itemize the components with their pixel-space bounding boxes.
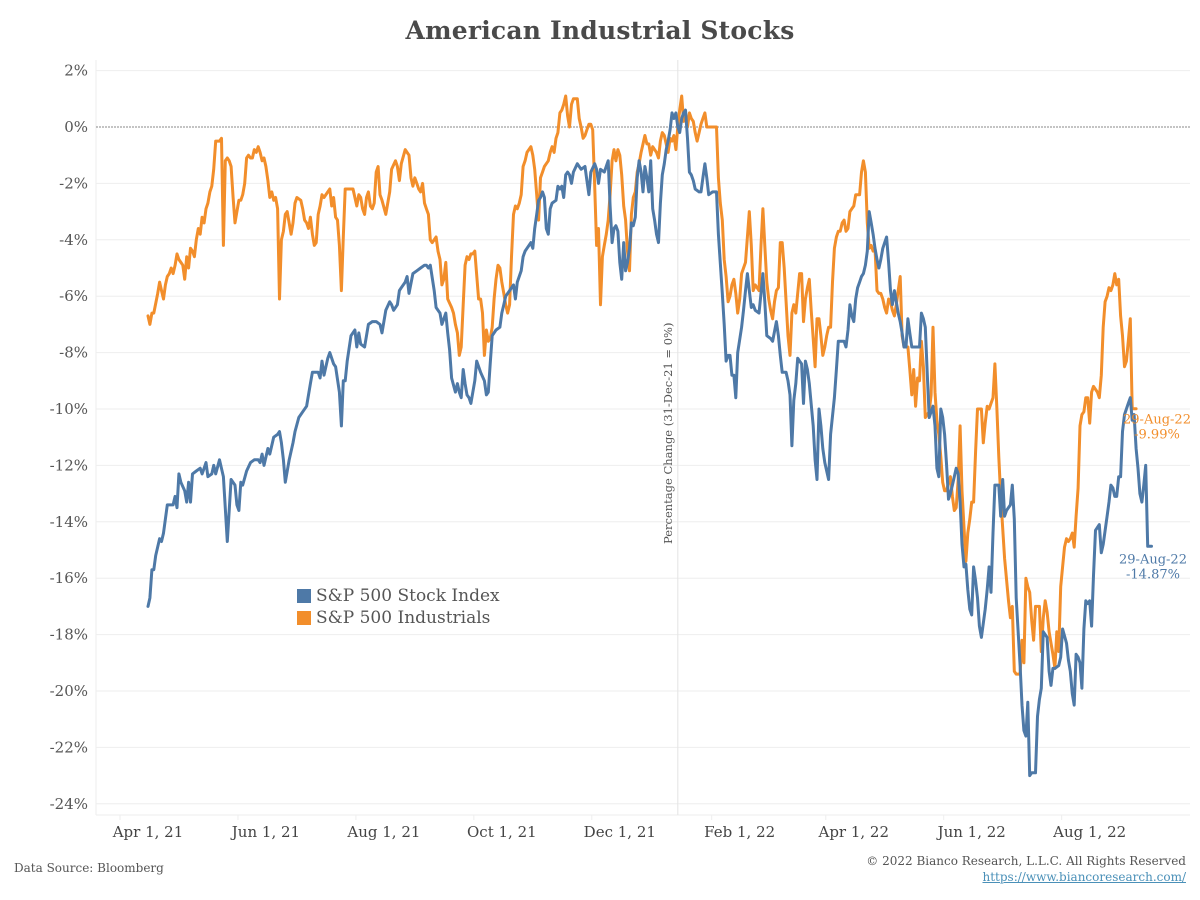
data-source-note: Data Source: Bloomberg: [14, 861, 164, 875]
x-tick-label: Jun 1, 22: [936, 823, 1006, 841]
copyright-text: © 2022 Bianco Research, L.L.C. All Right…: [866, 854, 1186, 868]
y-tick-label: -18%: [50, 626, 88, 644]
reference-line-group: Percentage Change (31-Dec-21 = 0%): [661, 60, 679, 815]
legend: S&P 500 Stock Index S&P 500 Industrials: [297, 585, 500, 629]
y-tick-label: -6%: [59, 287, 88, 305]
legend-item-industrials[interactable]: S&P 500 Industrials: [297, 607, 500, 629]
y-tick-label: -22%: [50, 738, 88, 756]
legend-item-sp500[interactable]: S&P 500 Stock Index: [297, 585, 500, 607]
end-label-industrials-date: 29-Aug-22: [1123, 413, 1191, 428]
x-tick-label: Oct 1, 21: [467, 823, 537, 841]
y-tick-label: 0%: [64, 118, 88, 136]
y-tick-label: -10%: [50, 400, 88, 418]
end-label-sp500-date: 29-Aug-22: [1119, 552, 1187, 567]
y-tick-label: -16%: [50, 569, 88, 587]
end-label-sp500-value: -14.87%: [1126, 567, 1180, 582]
x-tick-label: Jun 1, 21: [230, 823, 300, 841]
y-axis-title: Percentage Change (31-Dec-21 = 0%): [661, 323, 675, 544]
y-tick-label: -14%: [50, 513, 88, 531]
copyright-block: © 2022 Bianco Research, L.L.C. All Right…: [866, 853, 1186, 885]
y-tick-label: -4%: [59, 231, 88, 249]
x-tick-label: Apr 1, 21: [112, 823, 184, 841]
gridlines: [95, 60, 1190, 816]
axes: 2% 0% -2% -4% -6% -8% -10% -12% -14% -16% -18% -20%…: [50, 62, 1127, 841]
series-sp500-line: [146, 108, 1153, 778]
y-tick-label: -12%: [50, 456, 88, 474]
end-labels: 29-Aug-22-9.99%29-Aug-22-14.87%: [1119, 413, 1191, 583]
end-label-industrials-value: -9.99%: [1134, 428, 1180, 443]
x-tick-label: Apr 1, 22: [817, 823, 889, 841]
y-tick-label: -2%: [59, 174, 88, 192]
series-industrials-line: [146, 94, 1138, 676]
x-tick-label: Feb 1, 22: [704, 823, 775, 841]
y-tick-label: 2%: [64, 62, 88, 80]
y-tick-label: -24%: [50, 795, 88, 813]
x-tick-label: Aug 1, 21: [346, 823, 420, 841]
series-group: [146, 94, 1153, 778]
website-link[interactable]: https://www.biancoresearch.com/: [982, 870, 1186, 884]
chart-title: American Industrial Stocks: [405, 16, 795, 45]
legend-label-industrials: S&P 500 Industrials: [316, 608, 491, 628]
legend-label-sp500: S&P 500 Stock Index: [316, 586, 500, 606]
legend-swatch-sp500: [297, 589, 311, 603]
legend-swatch-industrials: [297, 611, 311, 625]
x-tick-label: Dec 1, 21: [584, 823, 656, 841]
x-tick-label: Aug 1, 22: [1052, 823, 1126, 841]
y-tick-label: -20%: [50, 682, 88, 700]
y-tick-label: -8%: [59, 344, 88, 362]
